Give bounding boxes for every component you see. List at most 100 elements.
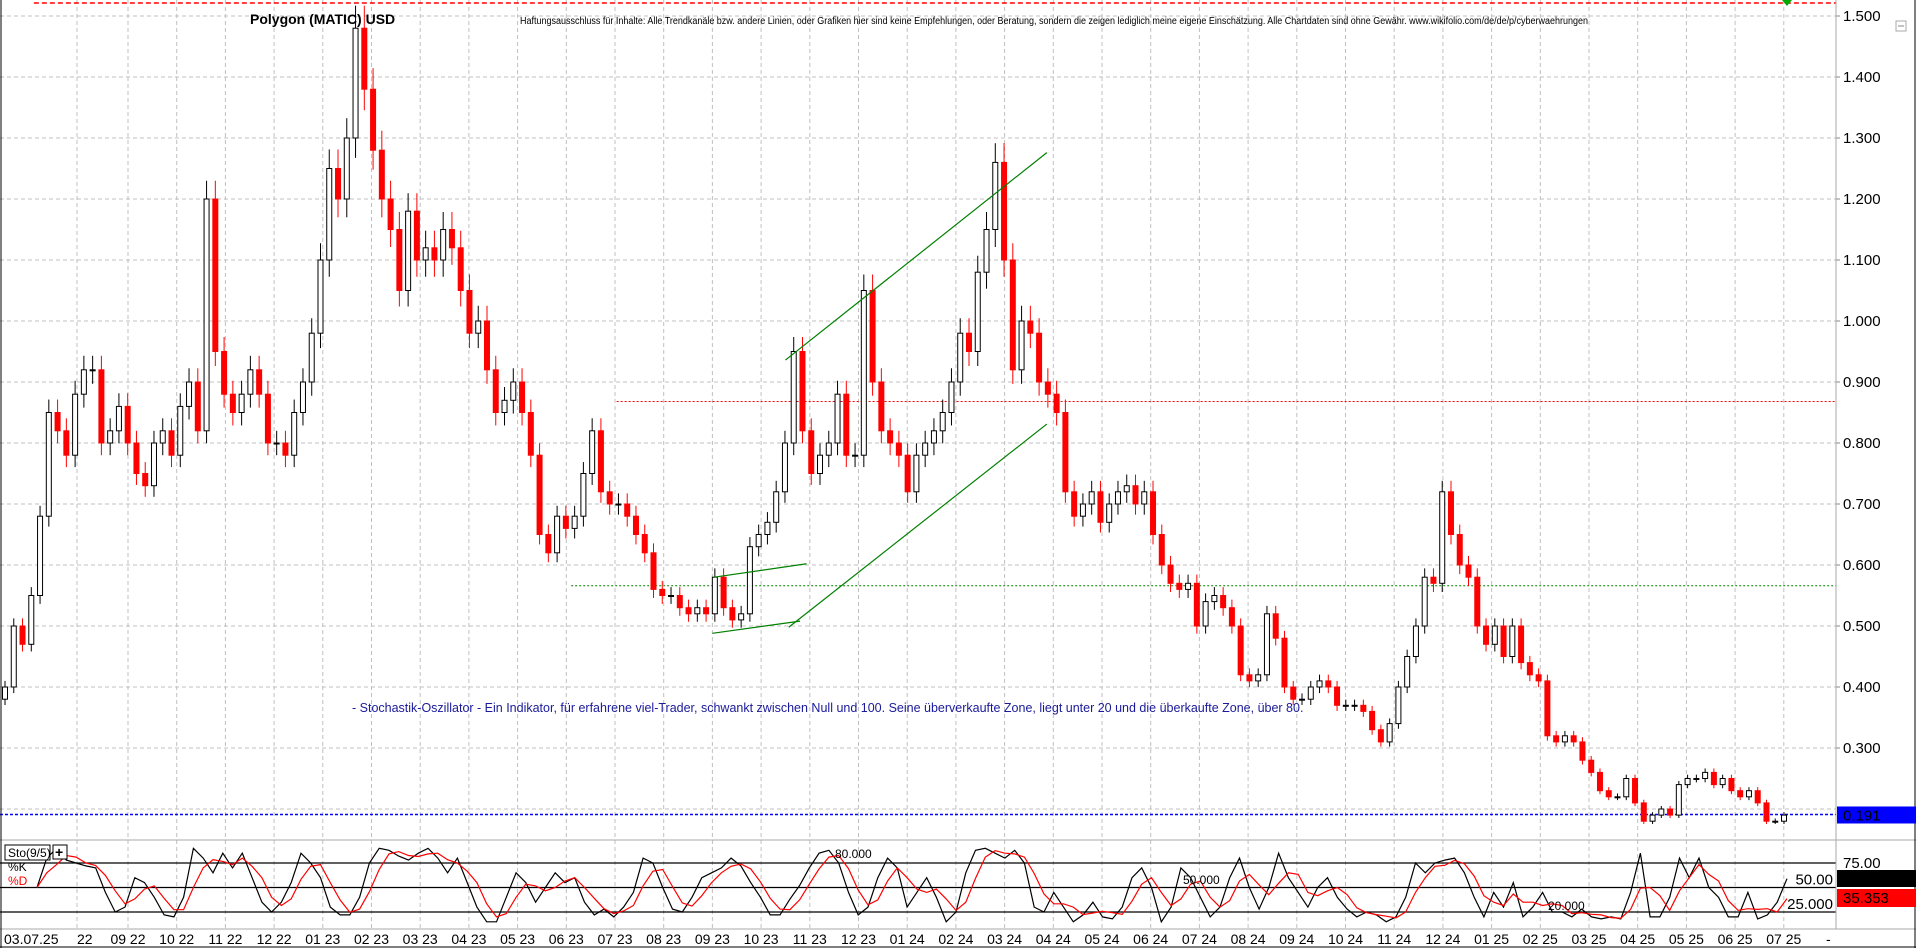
trendlines (712, 152, 1048, 634)
d-value-box (1837, 889, 1916, 907)
candle (273, 430, 280, 456)
candle (1132, 474, 1139, 515)
candle (1360, 699, 1367, 717)
candle-body (124, 405, 131, 444)
candle-body (1553, 735, 1560, 743)
candle-body (1001, 161, 1008, 261)
candle-body (492, 369, 499, 413)
candle-body (1395, 686, 1402, 725)
candle-body (343, 137, 350, 200)
sto-legend[interactable]: Sto(9/5) + %K %D (4, 844, 68, 888)
candle (1185, 574, 1192, 598)
candle (624, 493, 631, 527)
candle-body (1588, 759, 1595, 773)
candle (685, 599, 692, 622)
candle (1036, 318, 1043, 396)
candle (150, 430, 157, 497)
candle-body (1062, 412, 1069, 493)
candle-body (1632, 778, 1639, 804)
candle (676, 587, 683, 616)
candle-body (1412, 625, 1419, 657)
last-price-label: 0.191 (1843, 807, 1881, 824)
price-tick-label: 1.000 (1843, 313, 1881, 330)
candle (1754, 787, 1761, 807)
candle-body (247, 369, 254, 395)
candle-body (89, 369, 96, 372)
horizontal-lines (0, 2, 1836, 816)
candle (291, 399, 298, 468)
expand-button[interactable] (52, 844, 68, 860)
candle-body (1675, 784, 1682, 816)
candle-body (1579, 741, 1586, 761)
candle (1071, 480, 1078, 527)
candle (1675, 780, 1682, 818)
candle-body (1456, 534, 1463, 566)
candle-body (1518, 625, 1525, 664)
candle (448, 211, 455, 265)
candle-body (80, 369, 87, 395)
candle (1228, 599, 1235, 634)
candle-body (1255, 674, 1262, 682)
candle-body (483, 320, 490, 371)
candle (1053, 380, 1060, 426)
candle (1325, 674, 1332, 694)
candle (177, 393, 184, 468)
grid (0, 0, 1836, 929)
candle (746, 537, 753, 622)
x-tick-label: 03.07.25 (4, 931, 59, 947)
candle (159, 418, 166, 456)
x-tick-label: 12 24 (1425, 931, 1460, 947)
candle (98, 355, 105, 456)
candle-body (939, 412, 946, 432)
stochastic-annotation: - Stochastik-Oszillator - Ein Indikator,… (352, 701, 1303, 715)
candle-body (1088, 491, 1095, 505)
candle (589, 418, 596, 485)
candle (1001, 143, 1008, 277)
candle-body (387, 198, 394, 230)
candle-body (1228, 607, 1235, 627)
candle-body (1421, 576, 1428, 627)
candle-body (1071, 491, 1078, 517)
candle (974, 255, 981, 366)
candle (1342, 699, 1349, 711)
candle-body (413, 210, 420, 261)
candle (527, 399, 534, 468)
sto-label-box[interactable] (4, 844, 51, 861)
candle (186, 368, 193, 420)
candle-body (457, 247, 464, 292)
candle-body (965, 332, 972, 353)
candle (335, 149, 342, 218)
candle-body (887, 430, 894, 444)
candle-body (1526, 662, 1533, 676)
candle (536, 443, 543, 545)
candle-body (580, 473, 587, 517)
candle-body (2, 686, 8, 700)
candle-body (37, 515, 44, 597)
x-tick-label: 06 24 (1133, 931, 1168, 947)
candle-body (808, 430, 815, 474)
candle (1167, 555, 1174, 592)
candle (378, 130, 385, 218)
candle (1544, 674, 1551, 741)
x-tick-label: 09 23 (695, 931, 730, 947)
candle-body (1009, 259, 1016, 371)
candle-body (1281, 637, 1288, 688)
candle-body (1141, 491, 1148, 505)
candle-body (834, 393, 841, 444)
candle-body (597, 430, 604, 493)
candle-body (1334, 686, 1341, 706)
candle-body (133, 442, 140, 474)
stochastic-pane (0, 847, 1836, 924)
candle (1158, 524, 1165, 575)
candle (1255, 668, 1262, 688)
candle-body (694, 607, 701, 615)
stoch-tick-label: 50.00 (1795, 872, 1833, 889)
candle (1193, 574, 1200, 634)
candle (659, 580, 666, 604)
candle (895, 430, 902, 468)
candle (1290, 680, 1297, 705)
candle (1211, 587, 1218, 610)
candle-body (1483, 625, 1490, 645)
candle-body (203, 198, 210, 432)
candle (1044, 368, 1051, 408)
